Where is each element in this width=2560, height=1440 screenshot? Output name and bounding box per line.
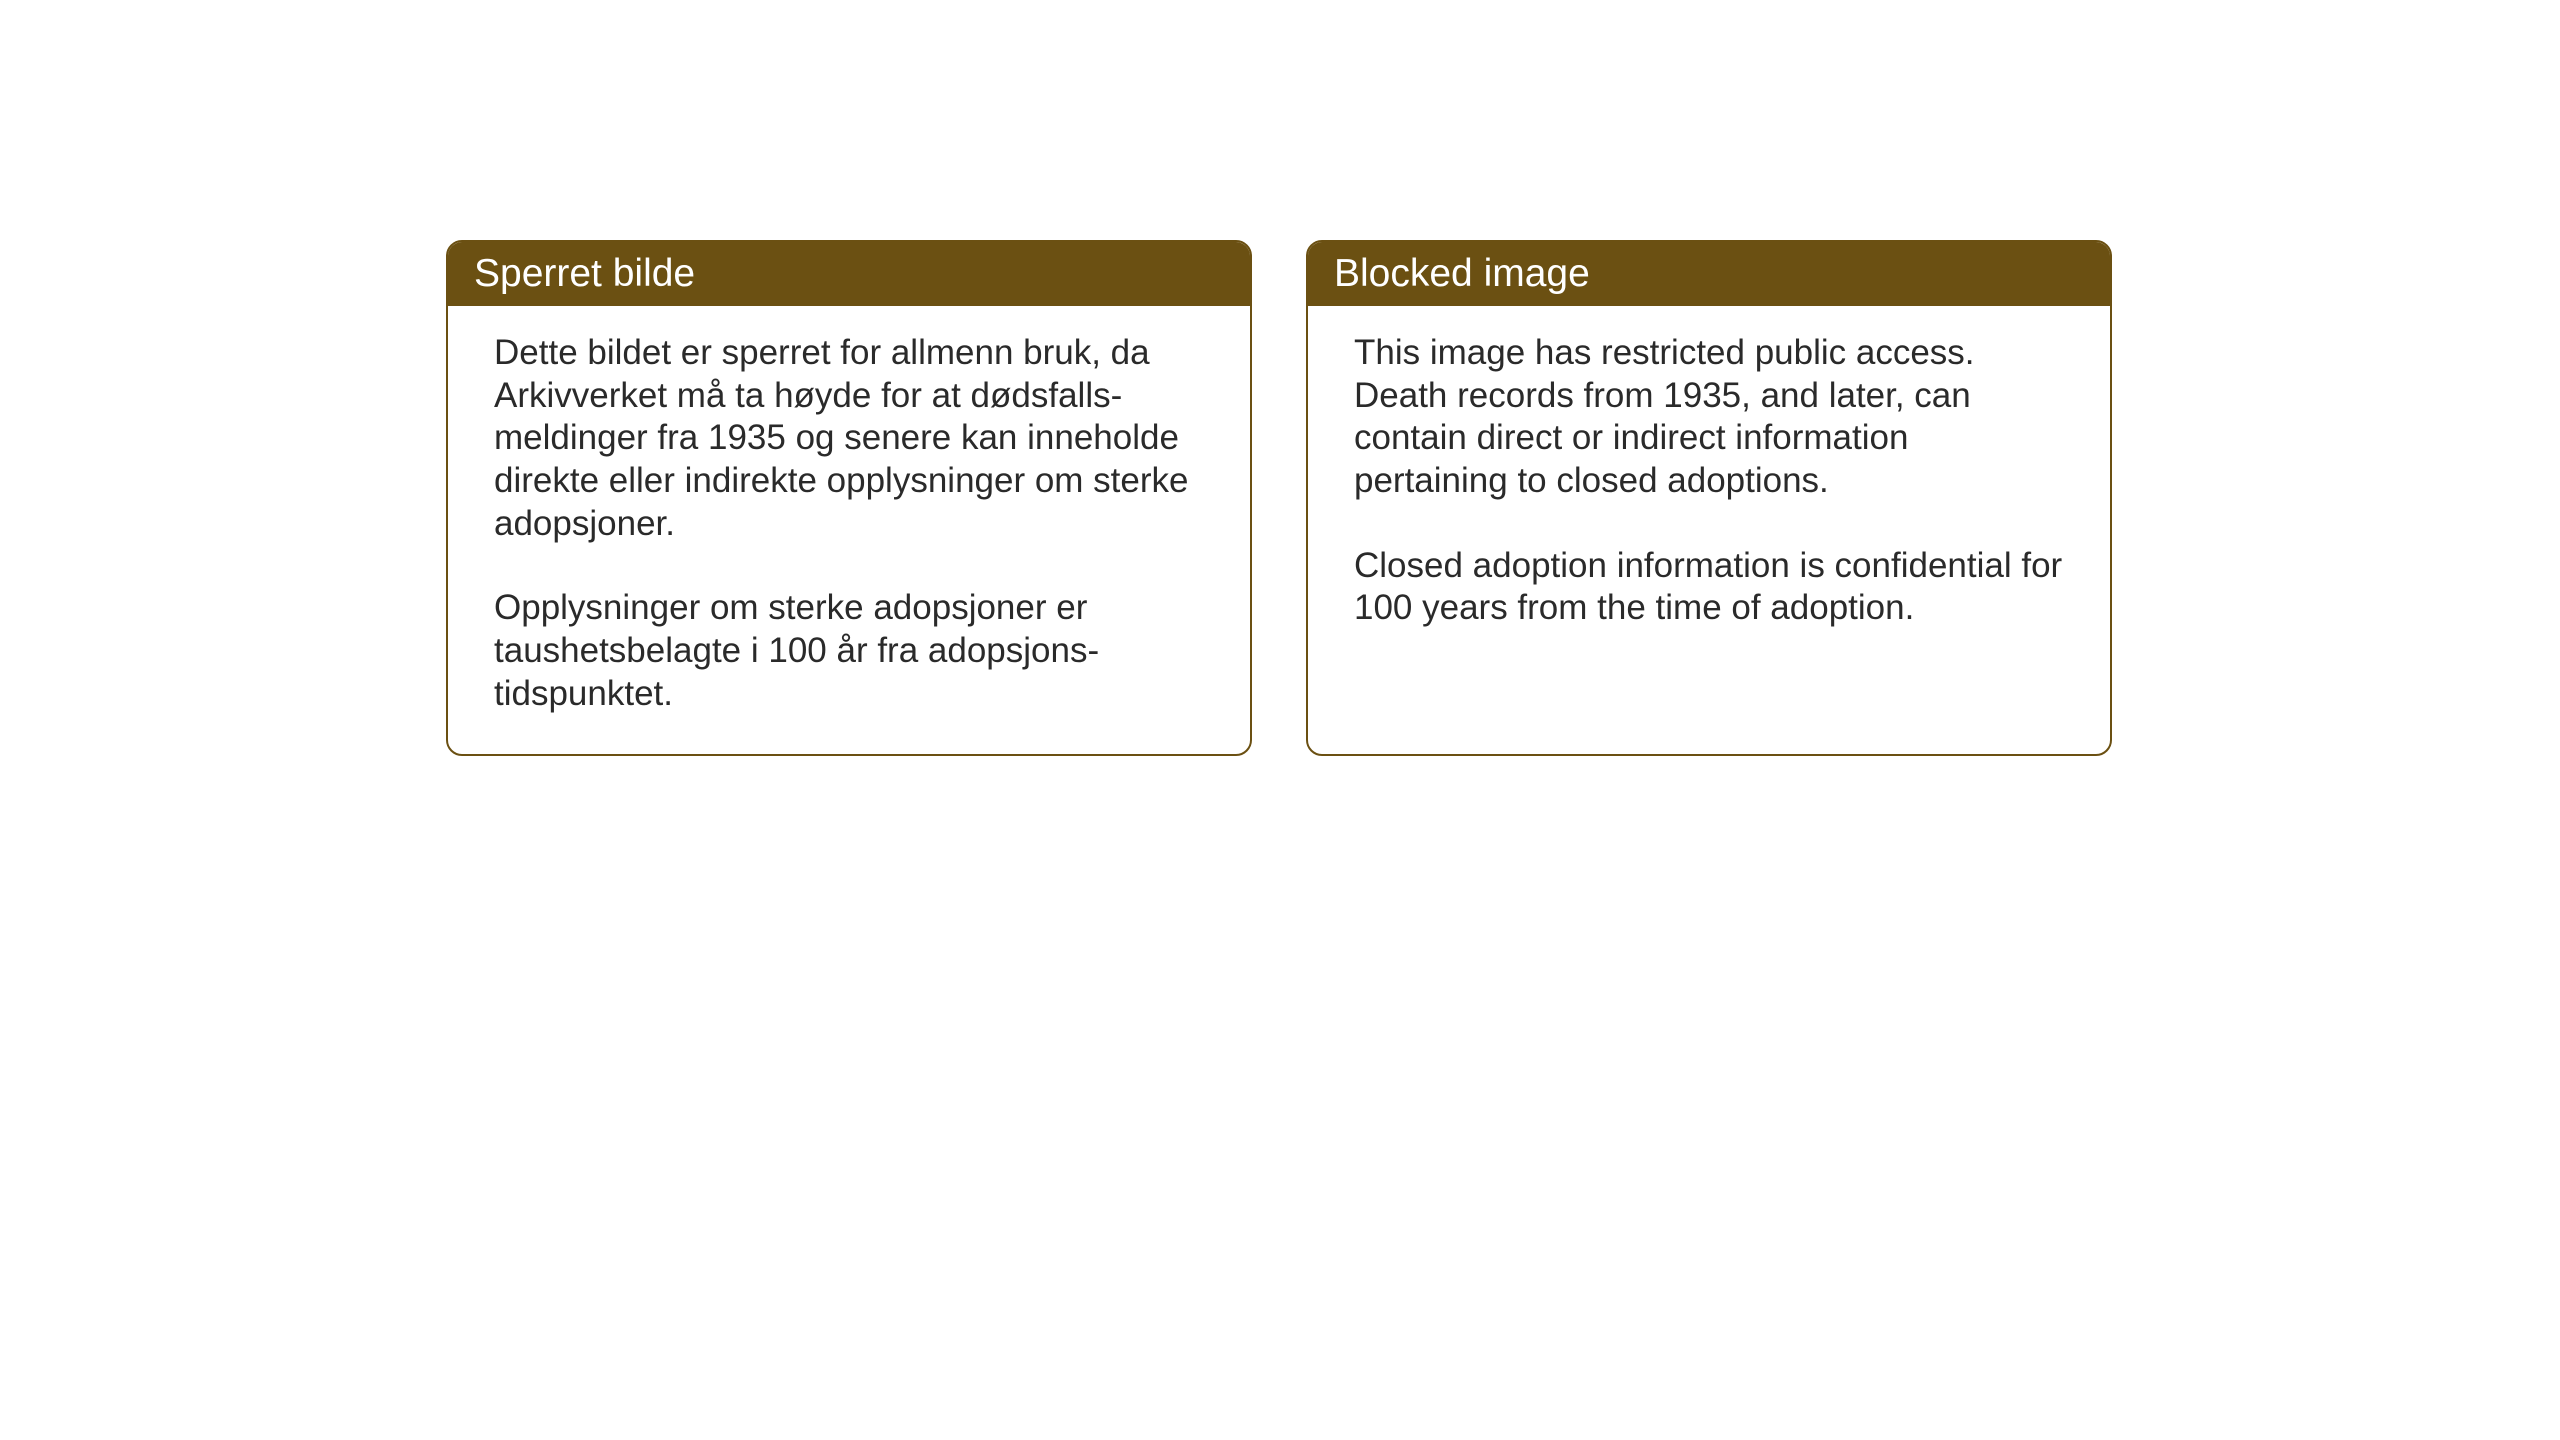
card-paragraph-2-norwegian: Opplysninger om sterke adopsjoner er tau… xyxy=(494,587,1204,715)
card-body-norwegian: Dette bildet er sperret for allmenn bruk… xyxy=(448,306,1250,754)
card-title-norwegian: Sperret bilde xyxy=(474,252,695,295)
cards-container: Sperret bilde Dette bildet er sperret fo… xyxy=(446,240,2112,756)
card-body-english: This image has restricted public access.… xyxy=(1308,306,2110,668)
notice-card-norwegian: Sperret bilde Dette bildet er sperret fo… xyxy=(446,240,1252,756)
card-header-norwegian: Sperret bilde xyxy=(448,242,1250,306)
card-header-english: Blocked image xyxy=(1308,242,2110,306)
card-paragraph-2-english: Closed adoption information is confident… xyxy=(1354,545,2064,630)
card-paragraph-1-english: This image has restricted public access.… xyxy=(1354,332,2064,503)
card-paragraph-1-norwegian: Dette bildet er sperret for allmenn bruk… xyxy=(494,332,1204,545)
card-title-english: Blocked image xyxy=(1334,252,1590,295)
notice-card-english: Blocked image This image has restricted … xyxy=(1306,240,2112,756)
